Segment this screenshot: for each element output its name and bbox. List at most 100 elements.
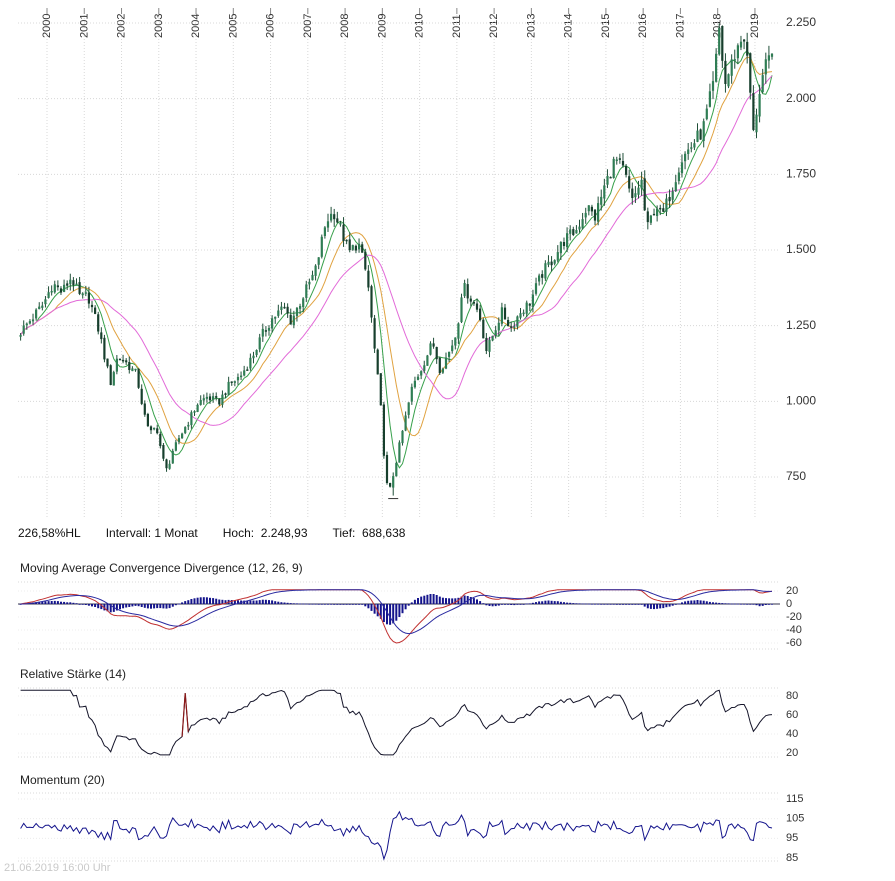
macd-histogram-bar [535,602,537,604]
candle-body [271,318,274,329]
macd-grid-layer: 200-20-40-60 [18,581,802,650]
candle-body [143,403,146,415]
macd-histogram-bar [264,599,267,604]
candle-body [373,318,376,349]
macd-histogram-bar [159,604,162,609]
candle-body [684,153,687,162]
candle-body [444,357,448,369]
candle-body [618,158,621,160]
year-tick-label: 2016 [637,14,649,38]
candle-body [283,306,286,309]
macd-histogram-bar [656,604,659,609]
macd-histogram-bar [63,601,66,604]
candle-body [435,347,438,360]
macd-histogram-bar [550,600,553,604]
macd-histogram-bar [522,604,525,605]
candle-body [541,274,544,278]
candle-body [671,191,674,200]
year-tick-label: 2013 [525,14,537,38]
macd-histogram-bar [358,604,361,605]
candle-body [75,283,78,286]
candle-body [438,357,441,373]
macd-histogram-bar [209,597,211,604]
candle-body [187,424,190,427]
macd-histogram-bar [445,598,447,604]
candle-body [66,283,69,286]
macd-histogram-bar [115,604,118,611]
macd-histogram-bar [38,601,41,604]
macd-histogram-bar [491,604,494,607]
candle-body [662,208,665,212]
macd-histogram-bar [386,604,388,625]
macd-histogram-bar [47,601,50,604]
macd-histogram-bar [476,599,478,604]
candle-body [364,251,367,270]
macd-histogram-bar [622,604,624,605]
year-tick-label: 2008 [339,14,351,38]
candle-body [612,158,615,178]
stat-interval: Intervall: 1 Monat [105,526,198,540]
macd-histogram-bar [507,604,510,605]
macd-histogram-bar [510,604,513,605]
candle-body [711,81,715,91]
year-tick-label: 2014 [563,14,575,38]
macd-histogram-bar [715,602,718,604]
macd-histogram-bar [395,604,398,621]
candle-body [497,322,500,331]
candle-body [575,230,578,234]
price-tick-label: 1.250 [786,318,816,332]
macd-histogram-bar [237,600,239,604]
candle-body [687,149,690,154]
candle-body [336,218,339,223]
macd-histogram-bar [336,604,339,605]
candle-body [252,355,255,359]
macd-histogram-bar [190,599,193,604]
macd-histogram-bar [317,603,320,605]
candle-body [174,442,177,451]
macd-histogram-bar [420,596,423,604]
macd-histogram-bar [497,604,500,606]
candle-body [31,319,35,322]
rsi-tick-label: 40 [786,728,798,740]
candle-body [351,245,354,250]
candle-body [63,284,66,292]
candle-body [556,252,559,261]
candle-body [162,445,165,459]
candle-body [702,121,705,141]
macd-histogram-bar [187,600,190,604]
macd-histogram-bar [674,604,677,605]
macd-histogram-bar [494,604,497,607]
candle-body [128,362,131,370]
macd-signal-line [20,589,772,635]
macd-histogram-bar [590,603,593,605]
candle-body [603,185,606,199]
macd-histogram-bar [730,603,733,605]
price-tick-label: 750 [786,469,806,483]
candle-body [392,476,395,488]
candle-body [153,427,156,430]
candle-body [513,326,516,328]
macd-histogram-bar [684,601,687,604]
macd-histogram-bar [696,600,699,604]
candle-body [615,159,618,161]
candle-body [705,108,708,120]
year-tick-label: 2015 [600,14,612,38]
candle-body [109,365,112,385]
macd-histogram-bar [643,604,646,607]
macd-histogram-bar [60,601,62,604]
candle-body [758,94,761,117]
candle-body [739,41,743,48]
candle-body [221,394,224,405]
candle-body [35,309,38,319]
candle-body [97,314,100,332]
macd-histogram-bar [404,604,407,610]
price-tick-label: 1.750 [786,167,816,181]
candle-body [317,257,320,265]
candle-body [90,304,94,308]
candle-body [277,310,280,316]
candle-body [274,316,277,319]
macd-histogram-bar [261,599,264,604]
momentum-grid-layer: 115 105 95 85 [18,792,804,864]
macd-histogram-bar [212,598,215,604]
candle-body [305,284,308,298]
